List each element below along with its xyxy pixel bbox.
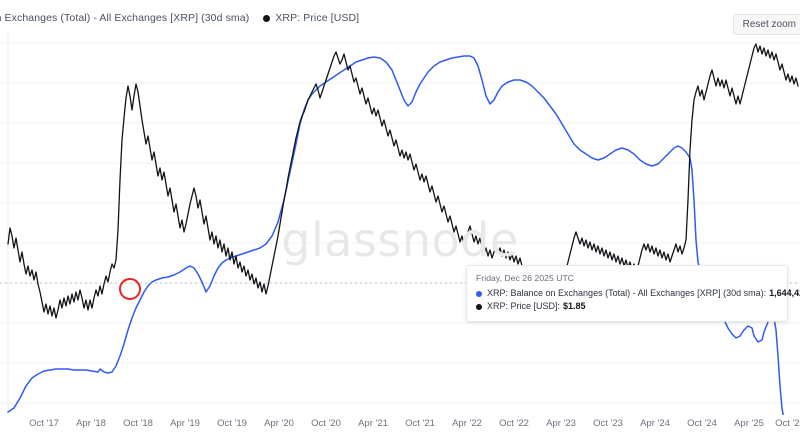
tooltip-row-balance: XRP: Balance on Exchanges (Total) - All … [476, 287, 800, 300]
chart-gridlines [0, 42, 800, 404]
reset-zoom-button[interactable]: Reset zoom [732, 14, 800, 35]
legend-label-balance-on-exchanges: Balance on Exchanges (Total) - All Excha… [0, 12, 250, 24]
chart-tooltip: Friday, Dec 26 2025 UTC XRP: Balance on … [466, 265, 800, 323]
red-circle-highlight-icon [119, 278, 141, 300]
legend-item-balance-on-exchanges[interactable]: Balance on Exchanges (Total) - All Excha… [0, 12, 249, 24]
x-axis-tick-label: Oct '23 [593, 418, 623, 429]
x-axis-tick-label: Apr '24 [640, 418, 670, 429]
legend-label-xrp-price: XRP: Price [USD] [275, 12, 360, 24]
x-axis-tick-label: Oct '24 [687, 418, 717, 429]
x-axis-tick-label: Apr '21 [358, 418, 388, 429]
x-axis-tick-label: Apr '20 [264, 418, 294, 429]
tooltip-value-balance: 1,644,428,182.305677 [769, 288, 800, 298]
x-axis-tick-label: Apr '18 [76, 418, 106, 429]
x-axis-tick-label: Oct '21 [405, 418, 435, 429]
x-axis-tick-label: Apr '22 [452, 418, 482, 429]
tooltip-label-balance: XRP: Balance on Exchanges (Total) - All … [487, 288, 767, 298]
x-axis-tick-label: Oct '17 [29, 418, 59, 429]
x-axis-tick-label: Oct '25 [775, 418, 800, 429]
x-axis-tick-label: Oct '20 [311, 418, 341, 429]
legend-item-xrp-price[interactable]: XRP: Price [USD] [263, 12, 359, 24]
blue-dot-icon [476, 290, 482, 297]
x-axis-tick-label: Oct '19 [217, 418, 247, 429]
chart-svg [0, 30, 800, 415]
chart-plot-area[interactable]: glassnode [0, 30, 800, 415]
black-dot-icon [476, 303, 482, 310]
x-axis-tick-label: Apr '23 [546, 418, 576, 429]
chart-legend: Balance on Exchanges (Total) - All Excha… [0, 9, 800, 27]
series-line-balance-on-exchanges [7, 55, 784, 415]
x-axis-tick-label: Apr '19 [170, 418, 200, 429]
tooltip-row-price: XRP: Price [USD]: $1.85 [476, 300, 778, 313]
x-axis-tick-label: Oct '18 [123, 418, 153, 429]
black-dot-icon [263, 14, 271, 22]
tooltip-date: Friday, Dec 26 2025 UTC [476, 273, 575, 283]
series-line-xrp-price [7, 43, 799, 319]
tooltip-value-price: $1.85 [563, 301, 586, 312]
tooltip-label-price: XRP: Price [USD]: [487, 301, 561, 312]
x-axis: Oct '17 Apr '18 Oct '18 Apr '19 Oct '19 Apr '… [0, 418, 800, 438]
x-axis-tick-label: Apr '25 [734, 418, 764, 429]
x-axis-tick-label: Oct '22 [499, 418, 529, 429]
